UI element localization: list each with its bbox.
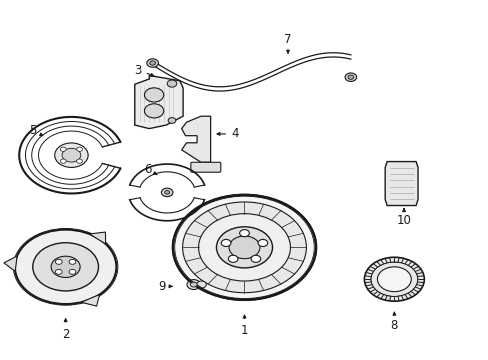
Circle shape — [258, 239, 267, 247]
Circle shape — [186, 280, 200, 289]
Text: 4: 4 — [217, 127, 238, 140]
Circle shape — [345, 73, 356, 81]
Polygon shape — [4, 256, 17, 271]
Text: 6: 6 — [144, 163, 157, 176]
Circle shape — [221, 239, 230, 247]
Circle shape — [55, 259, 62, 264]
Circle shape — [347, 75, 353, 79]
Circle shape — [77, 159, 82, 163]
Circle shape — [228, 236, 260, 259]
Text: 9: 9 — [158, 280, 172, 293]
Circle shape — [216, 227, 272, 268]
Polygon shape — [385, 162, 417, 206]
Text: 1: 1 — [240, 315, 248, 337]
Circle shape — [198, 214, 290, 281]
Text: 3: 3 — [134, 64, 153, 77]
Circle shape — [146, 59, 158, 67]
Circle shape — [144, 88, 163, 102]
Text: 2: 2 — [62, 319, 69, 341]
Circle shape — [377, 267, 410, 292]
Text: 7: 7 — [284, 33, 291, 53]
Circle shape — [168, 118, 176, 123]
Circle shape — [149, 61, 155, 65]
Circle shape — [55, 143, 88, 167]
Circle shape — [55, 269, 62, 274]
Circle shape — [164, 191, 169, 194]
Circle shape — [51, 256, 80, 278]
Text: 5: 5 — [29, 124, 42, 137]
Circle shape — [196, 281, 206, 288]
Circle shape — [69, 269, 76, 274]
Text: 8: 8 — [390, 312, 397, 332]
Circle shape — [144, 104, 163, 118]
Polygon shape — [135, 76, 183, 129]
Circle shape — [364, 257, 424, 301]
FancyBboxPatch shape — [190, 162, 221, 172]
Circle shape — [69, 259, 76, 264]
Circle shape — [228, 255, 238, 262]
Circle shape — [239, 230, 249, 237]
Circle shape — [161, 188, 173, 197]
Polygon shape — [89, 232, 105, 244]
Circle shape — [62, 148, 81, 162]
Text: 10: 10 — [396, 208, 410, 227]
Polygon shape — [181, 116, 210, 162]
Polygon shape — [81, 294, 100, 306]
Circle shape — [167, 80, 177, 87]
Circle shape — [61, 159, 66, 163]
Circle shape — [77, 147, 82, 151]
Circle shape — [173, 195, 315, 300]
Circle shape — [61, 147, 66, 151]
Circle shape — [250, 255, 260, 262]
Circle shape — [182, 202, 306, 293]
Circle shape — [15, 230, 116, 304]
Circle shape — [33, 243, 98, 291]
Circle shape — [190, 282, 197, 287]
